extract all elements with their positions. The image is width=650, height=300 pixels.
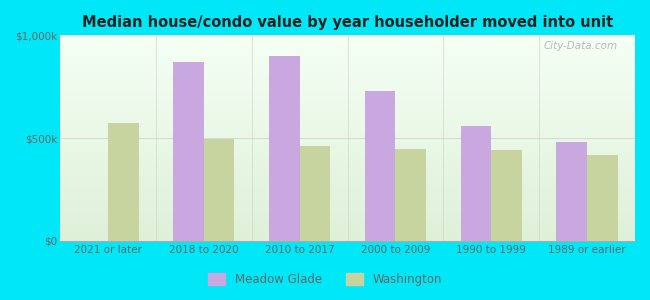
Bar [173,62,203,241]
Text: City-Data.com: City-Data.com [543,41,618,52]
Bar [556,142,587,241]
Bar [300,146,330,241]
Legend: Meadow Glade, Washington: Meadow Glade, Washington [203,268,447,291]
Bar [203,139,235,241]
Bar [108,123,138,241]
Bar [491,150,522,241]
Bar [395,149,426,241]
Bar [461,126,491,241]
Bar [269,56,300,241]
Bar [587,154,618,241]
Title: Median house/condo value by year householder moved into unit: Median house/condo value by year househo… [82,15,613,30]
Bar [365,91,395,241]
